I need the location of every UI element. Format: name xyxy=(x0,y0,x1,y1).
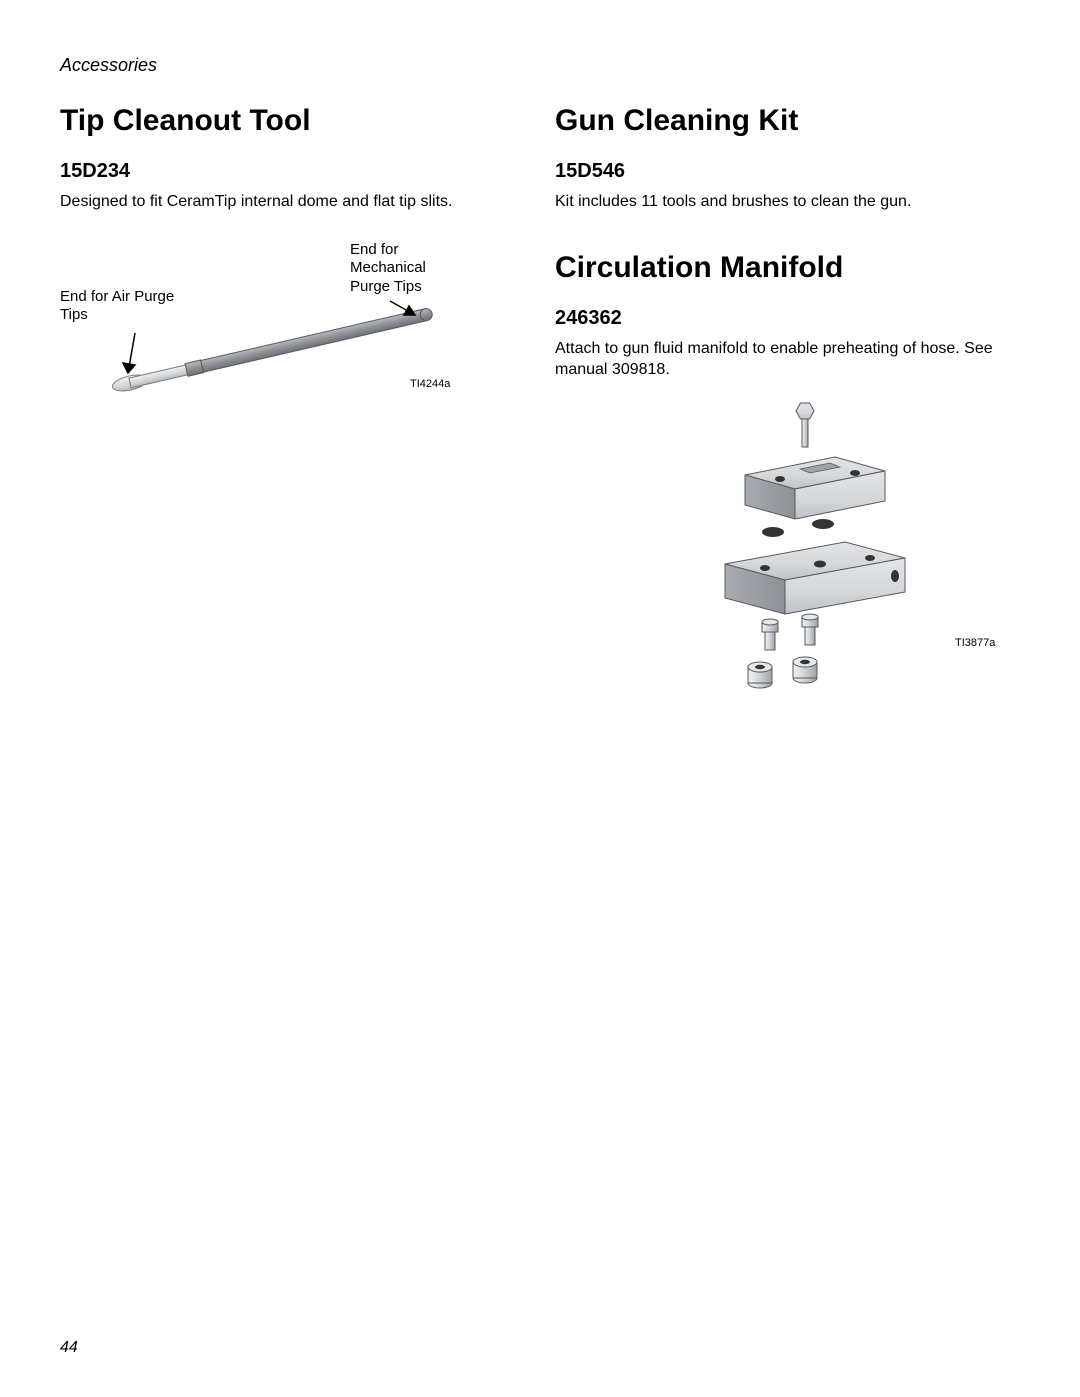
page-number: 44 xyxy=(60,1339,78,1357)
gun-cleaning-desc: Kit includes 11 tools and brushes to cle… xyxy=(555,191,1020,213)
tip-cleanout-figure: End for Air Purge Tips End for Mechanica… xyxy=(60,233,525,433)
section-header: Accessories xyxy=(60,55,1020,76)
tip-cleanout-title: Tip Cleanout Tool xyxy=(60,104,525,138)
fig-id-tool: TI4244a xyxy=(410,378,450,390)
gun-cleaning-title: Gun Cleaning Kit xyxy=(555,104,1020,138)
right-column: Gun Cleaning Kit 15D546 Kit includes 11 … xyxy=(555,104,1020,707)
tip-cleanout-partno: 15D234 xyxy=(60,160,525,183)
content-columns: Tip Cleanout Tool 15D234 Designed to fit… xyxy=(60,104,1020,707)
left-column: Tip Cleanout Tool 15D234 Designed to fit… xyxy=(60,104,525,707)
gun-cleaning-partno: 15D546 xyxy=(555,160,1020,183)
manifold-icon xyxy=(655,397,955,697)
cleanout-tool-icon xyxy=(60,233,530,433)
circulation-manifold-title: Circulation Manifold xyxy=(555,251,1020,285)
circulation-manifold-partno: 246362 xyxy=(555,307,1020,330)
manifold-figure: TI3877a xyxy=(555,397,1020,707)
tip-cleanout-desc: Designed to fit CeramTip internal dome a… xyxy=(60,191,525,213)
fig-id-manifold: TI3877a xyxy=(955,637,995,649)
circulation-manifold-desc: Attach to gun fluid manifold to enable p… xyxy=(555,338,1020,381)
